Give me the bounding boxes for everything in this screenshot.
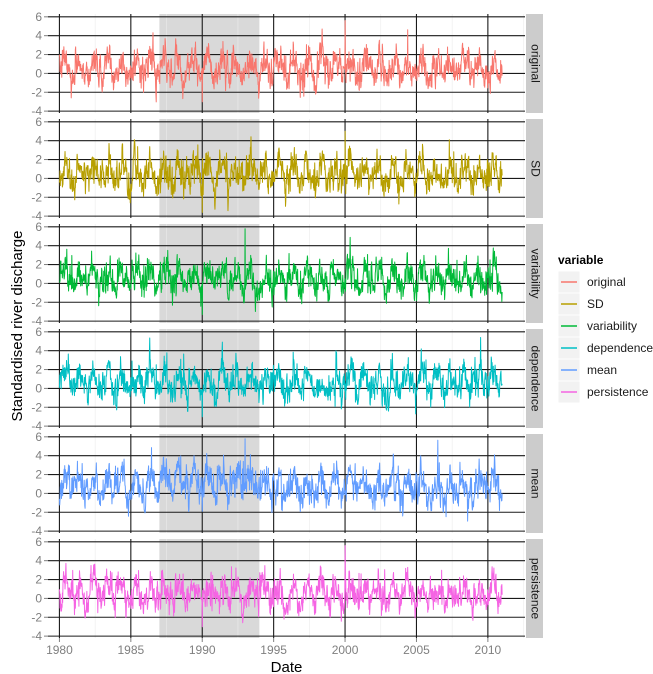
y-tick-label: -4 bbox=[31, 629, 42, 643]
y-tick-label: 4 bbox=[35, 344, 42, 358]
x-tick-label: 1985 bbox=[117, 643, 144, 657]
facet-strip-label: persistence bbox=[528, 558, 542, 620]
facet-panel-mean: -4 -2 0 2 4 6 mean bbox=[31, 430, 543, 538]
series-line-SD bbox=[58, 130, 503, 213]
y-tick-label: 0 bbox=[35, 171, 42, 185]
y-tick-label: -2 bbox=[31, 610, 42, 624]
facet-strip bbox=[526, 539, 543, 638]
facet-panel-dependence: -4 -2 0 2 4 6 dependence bbox=[31, 325, 543, 433]
y-tick-label: 2 bbox=[35, 363, 42, 377]
y-tick-label: 6 bbox=[35, 535, 42, 549]
series-line-original bbox=[58, 20, 503, 103]
y-axis-title: Standardised river discharge bbox=[9, 231, 26, 422]
y-tick-label: 6 bbox=[35, 115, 42, 129]
facet-panel-SD: -4 -2 0 2 4 6 SD bbox=[31, 115, 543, 223]
legend-label-SD: SD bbox=[587, 297, 604, 311]
facet-strip-label: variability bbox=[528, 248, 542, 298]
highlight-band bbox=[159, 14, 260, 113]
y-tick-label: 2 bbox=[35, 48, 42, 62]
y-tick-label: -2 bbox=[31, 85, 42, 99]
y-tick-label: 6 bbox=[35, 220, 42, 234]
y-tick-label: 4 bbox=[35, 134, 42, 148]
y-tick-label: 0 bbox=[35, 66, 42, 80]
y-tick-label: 2 bbox=[35, 258, 42, 272]
y-tick-label: -2 bbox=[31, 295, 42, 309]
facet-strip bbox=[526, 329, 543, 428]
x-axis-title: Date bbox=[271, 659, 303, 674]
facet-strip bbox=[526, 224, 543, 323]
facet-strip-label: dependence bbox=[528, 345, 542, 411]
y-tick-label: -4 bbox=[31, 419, 42, 433]
x-tick-label: 2005 bbox=[403, 643, 430, 657]
series-line-mean bbox=[58, 438, 503, 522]
y-tick-label: -2 bbox=[31, 190, 42, 204]
x-tick-label: 2010 bbox=[475, 643, 502, 657]
y-tick-label: 2 bbox=[35, 573, 42, 587]
facet-panel-persistence: -4 -2 0 2 4 6 persistence bbox=[31, 535, 543, 643]
y-tick-label: 0 bbox=[35, 381, 42, 395]
legend-label-persistence: persistence bbox=[587, 385, 649, 399]
x-axis: 1980 1985 1990 1995 2000 2005 2010 bbox=[46, 638, 502, 657]
y-tick-label: 6 bbox=[35, 430, 42, 444]
x-tick-label: 2000 bbox=[332, 643, 359, 657]
y-tick-label: 2 bbox=[35, 468, 42, 482]
facet-panels: -4 -2 0 2 4 6 original -4 -2 0 2 4 6 SD -4 -2 0 2 4 6 variab… bbox=[31, 10, 543, 643]
y-tick-label: -4 bbox=[31, 524, 42, 538]
y-tick-label: -2 bbox=[31, 400, 42, 414]
series-line-dependence bbox=[58, 336, 503, 418]
x-tick-label: 1995 bbox=[260, 643, 287, 657]
legend-title: variable bbox=[558, 253, 604, 267]
y-tick-label: 4 bbox=[35, 239, 42, 253]
legend: variable original SD variability dependence… bbox=[557, 253, 653, 404]
facet-strip bbox=[526, 119, 543, 218]
series-line-persistence bbox=[58, 545, 503, 628]
y-tick-label: -4 bbox=[31, 314, 42, 328]
facet-panel-variability: -4 -2 0 2 4 6 variability bbox=[31, 220, 543, 328]
y-tick-label: 6 bbox=[35, 325, 42, 339]
x-tick-label: 1980 bbox=[46, 643, 73, 657]
y-tick-label: -4 bbox=[31, 104, 42, 118]
legend-label-mean: mean bbox=[587, 363, 617, 377]
y-tick-label: 4 bbox=[35, 29, 42, 43]
y-tick-label: 0 bbox=[35, 591, 42, 605]
facet-panel-original: -4 -2 0 2 4 6 original bbox=[31, 10, 543, 118]
facet-strip bbox=[526, 14, 543, 113]
panel-background bbox=[48, 539, 525, 638]
series-line-variability bbox=[59, 228, 503, 316]
facet-strip-label: original bbox=[528, 44, 542, 83]
legend-label-original: original bbox=[587, 275, 626, 289]
y-tick-label: 0 bbox=[35, 276, 42, 290]
y-tick-label: 4 bbox=[35, 449, 42, 463]
facet-strip bbox=[526, 434, 543, 533]
highlight-band bbox=[159, 539, 260, 638]
y-tick-label: 2 bbox=[35, 153, 42, 167]
legend-label-dependence: dependence bbox=[587, 341, 653, 355]
y-tick-label: -2 bbox=[31, 505, 42, 519]
y-tick-label: 6 bbox=[35, 10, 42, 24]
facet-strip-label: SD bbox=[528, 160, 542, 177]
y-tick-label: 0 bbox=[35, 486, 42, 500]
facet-strip-label: mean bbox=[528, 468, 542, 498]
legend-label-variability: variability bbox=[587, 319, 637, 333]
y-tick-label: 4 bbox=[35, 554, 42, 568]
y-tick-label: -4 bbox=[31, 209, 42, 223]
x-tick-label: 1990 bbox=[189, 643, 216, 657]
